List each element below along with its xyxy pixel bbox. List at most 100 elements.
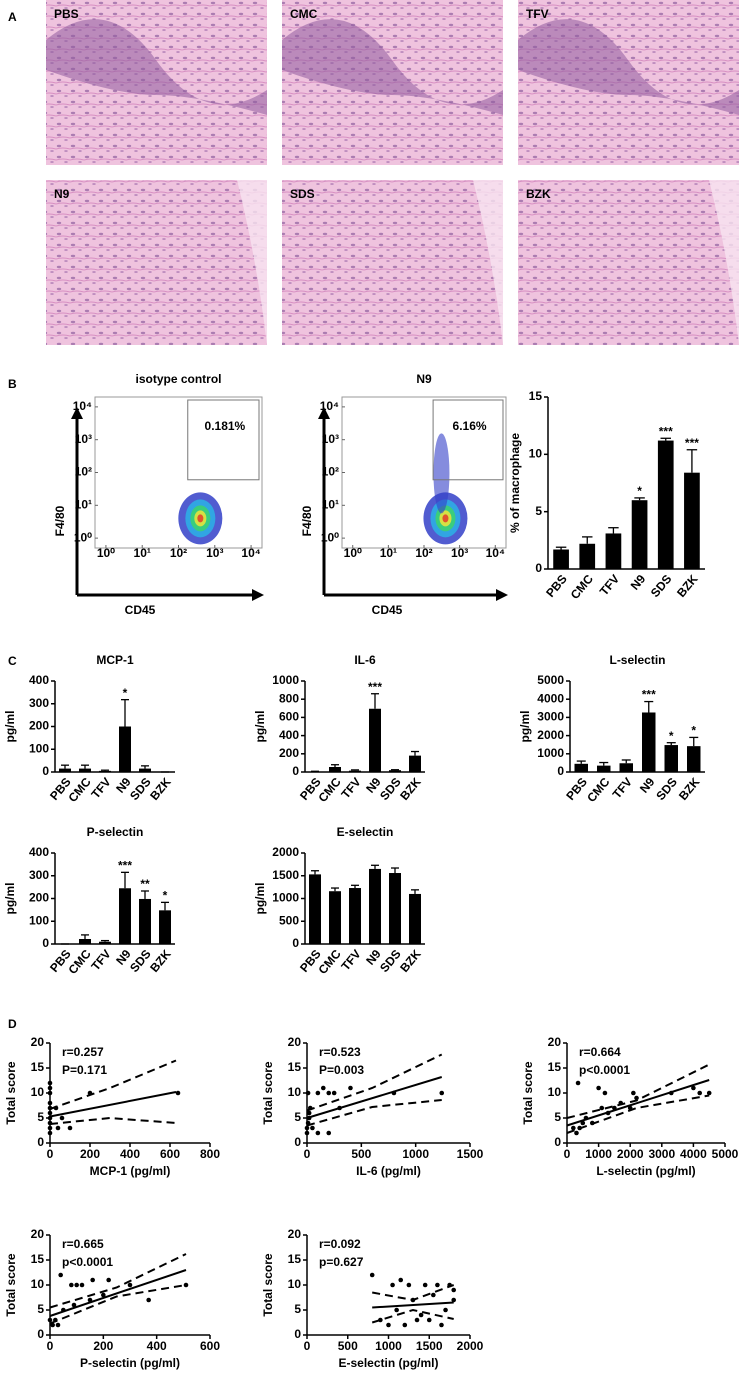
y-axis-label: pg/ml bbox=[3, 883, 17, 915]
point bbox=[612, 1105, 617, 1111]
point bbox=[443, 1307, 448, 1313]
annotation: p<0.0001 bbox=[579, 1063, 630, 1077]
point bbox=[414, 1317, 420, 1323]
y-tick-label: 10³ bbox=[75, 432, 92, 446]
point bbox=[307, 1105, 313, 1111]
point bbox=[67, 1125, 73, 1131]
bar bbox=[119, 726, 131, 772]
y-tick-label: 5 bbox=[37, 1110, 44, 1124]
point bbox=[47, 1110, 53, 1116]
point bbox=[90, 1277, 95, 1283]
x-tick-label: TFV bbox=[338, 775, 363, 801]
point bbox=[50, 1322, 55, 1328]
point bbox=[599, 1105, 605, 1111]
x-tick-label: 10¹ bbox=[134, 546, 151, 560]
y-tick-label: 600 bbox=[279, 710, 299, 724]
bar bbox=[79, 938, 91, 944]
x-tick-label: 10² bbox=[170, 546, 187, 560]
image-label: SDS bbox=[290, 187, 315, 201]
bar bbox=[579, 543, 596, 569]
point bbox=[55, 1125, 61, 1131]
bar bbox=[99, 941, 111, 944]
y-tick-label: 100 bbox=[29, 741, 49, 755]
x-tick-label: 800 bbox=[200, 1147, 220, 1161]
bar bbox=[59, 768, 71, 772]
fit-line bbox=[49, 1091, 177, 1118]
y-tick-label: 5000 bbox=[537, 673, 564, 687]
histology-image: TFV bbox=[518, 0, 739, 165]
point bbox=[627, 1105, 633, 1111]
x-axis-label: IL-6 (pg/ml) bbox=[356, 1164, 421, 1178]
y-tick-label: 200 bbox=[29, 891, 49, 905]
point bbox=[47, 1085, 53, 1091]
point bbox=[47, 1090, 53, 1096]
image-label: PBS bbox=[54, 7, 79, 21]
x-tick-label: 2000 bbox=[457, 1339, 484, 1353]
x-tick-label: 600 bbox=[160, 1147, 180, 1161]
panel-letter: A bbox=[8, 10, 17, 24]
point bbox=[304, 1125, 310, 1131]
y-axis-label: Total score bbox=[521, 1061, 535, 1124]
point bbox=[605, 1110, 611, 1116]
tissue bbox=[237, 180, 267, 345]
bar bbox=[642, 712, 656, 772]
y-tick-label: 200 bbox=[279, 746, 299, 760]
fit-line bbox=[566, 1079, 710, 1127]
x-tick-label: BZK bbox=[676, 775, 703, 803]
point bbox=[691, 1085, 696, 1091]
point bbox=[315, 1090, 321, 1096]
x-tick-label: CMC bbox=[584, 775, 613, 805]
x-axis-label: MCP-1 (pg/ml) bbox=[90, 1164, 171, 1178]
point bbox=[378, 1317, 383, 1323]
annotation: r=0.523 bbox=[319, 1045, 361, 1059]
point bbox=[79, 1282, 85, 1288]
point bbox=[47, 1120, 53, 1126]
annotation: r=0.092 bbox=[319, 1237, 361, 1251]
y-axis-label: % of macrophage bbox=[508, 433, 522, 533]
point bbox=[106, 1277, 111, 1283]
y-tick-label: 1000 bbox=[272, 673, 299, 687]
point bbox=[321, 1085, 326, 1091]
bar bbox=[687, 746, 701, 772]
plot-title: IL-6 bbox=[354, 653, 376, 667]
fit-line bbox=[372, 1301, 454, 1309]
significance: *** bbox=[685, 436, 699, 450]
y-tick-label: 0 bbox=[292, 936, 299, 950]
histology-image: BZK bbox=[518, 180, 739, 345]
x-tick-label: TFV bbox=[88, 775, 113, 801]
image-texture bbox=[282, 180, 503, 345]
bar bbox=[597, 765, 611, 772]
ci-upper bbox=[49, 1253, 187, 1309]
x-tick-label: 0 bbox=[47, 1339, 54, 1353]
y-axis-label: pg/ml bbox=[518, 711, 532, 743]
y-tick-label: 0 bbox=[292, 764, 299, 778]
x-tick-label: CMC bbox=[568, 572, 597, 602]
y-axis-label: pg/ml bbox=[3, 711, 17, 743]
point bbox=[326, 1130, 332, 1136]
x-tick-label: 0 bbox=[304, 1339, 311, 1353]
y-axis-label: F4/80 bbox=[53, 505, 67, 536]
x-tick-label: 5000 bbox=[712, 1147, 739, 1161]
plot-title: N9 bbox=[416, 372, 432, 386]
y-axis-label: F4/80 bbox=[300, 505, 314, 536]
point bbox=[580, 1120, 586, 1126]
x-tick-label: SDS bbox=[648, 572, 675, 600]
point bbox=[47, 1080, 53, 1086]
y-tick-label: 10 bbox=[288, 1085, 302, 1099]
point bbox=[53, 1317, 58, 1323]
arrow-head bbox=[496, 589, 508, 601]
point bbox=[69, 1282, 74, 1288]
point bbox=[697, 1090, 703, 1096]
plot-title: E-selectin bbox=[337, 825, 394, 839]
plot-title: isotype control bbox=[135, 372, 221, 386]
x-tick-label: SDS bbox=[127, 947, 154, 975]
point bbox=[435, 1282, 440, 1288]
y-tick-label: 5 bbox=[294, 1110, 301, 1124]
x-tick-label: BZK bbox=[397, 775, 424, 803]
x-tick-label: TFV bbox=[88, 947, 113, 973]
y-tick-label: 5 bbox=[535, 504, 542, 518]
bar bbox=[139, 898, 151, 944]
bar bbox=[657, 440, 674, 569]
ci-lower bbox=[49, 1284, 187, 1325]
y-tick-label: 400 bbox=[279, 728, 299, 742]
